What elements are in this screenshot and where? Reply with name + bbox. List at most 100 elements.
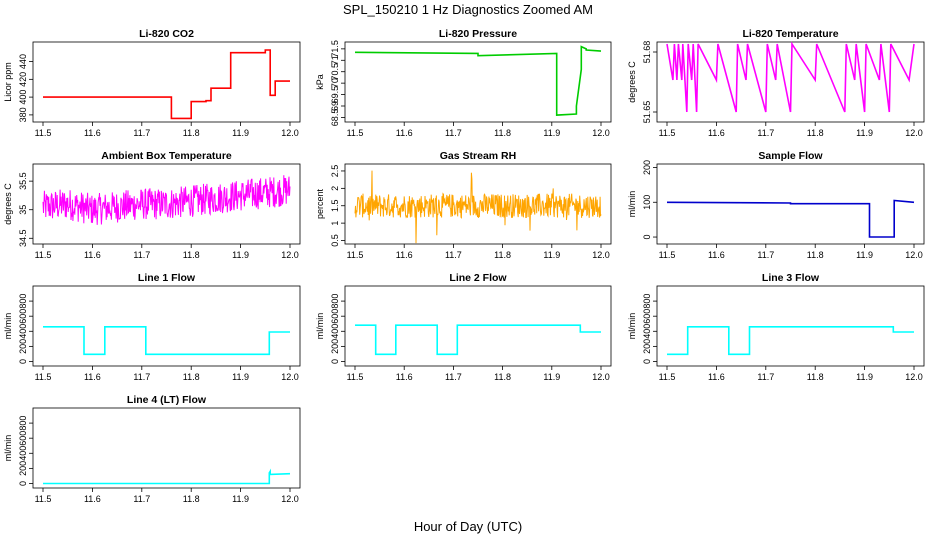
series-line	[667, 325, 914, 356]
y-tick-label: 800	[18, 416, 28, 431]
y-tick-label: 71.5	[330, 40, 340, 58]
plot-frame	[344, 163, 612, 245]
plot-frame	[656, 41, 925, 123]
panel-title: Gas Stream RH	[440, 150, 516, 162]
panel-7: Line 1 Flow ml/min 11.5 11.6 11.7 11.8 11.9 12.…	[3, 272, 301, 382]
x-tick-label: 11.5	[659, 250, 676, 260]
x-tick-label: 11.5	[347, 128, 364, 138]
y-tick-label: 0.5	[330, 234, 340, 247]
y-tick-label: 0	[642, 359, 652, 364]
y-tick-label: 600	[330, 309, 340, 324]
panel-2: Li-820 Pressure kPa 11.5 11.6 11.7 11.8 11.9 12…	[315, 28, 612, 138]
y-tick-label: 0	[642, 235, 652, 240]
panel-title: Line 1 Flow	[138, 272, 196, 284]
y-tick-label: 34.5	[18, 230, 28, 248]
y-axis-label: Licor ppm	[3, 62, 13, 102]
panel-3: Li-820 Temperature degrees C 11.5 11.6 11.7 1…	[627, 28, 925, 138]
x-tick-label: 12.0	[905, 128, 923, 138]
x-tick-label: 11.6	[84, 372, 101, 382]
x-tick-label: 11.8	[183, 494, 200, 504]
x-tick-label: 11.6	[396, 128, 413, 138]
panel-title: Li-820 CO2	[139, 28, 194, 40]
y-tick-label: 35	[18, 205, 28, 215]
panel-title: Line 4 (LT) Flow	[127, 394, 207, 406]
y-tick-label: 800	[642, 294, 652, 309]
series-line	[666, 199, 915, 238]
x-tick-label: 11.9	[856, 128, 873, 138]
y-axis-label: degrees C	[3, 183, 13, 225]
y-tick-label: 600	[18, 431, 28, 446]
panel-title: Line 2 Flow	[449, 272, 507, 284]
y-tick-label: 0	[18, 359, 28, 364]
y-tick-label: 2	[330, 186, 340, 191]
x-tick-label: 11.5	[659, 128, 676, 138]
y-tick-label: 1	[330, 221, 340, 226]
x-tick-label: 11.9	[856, 372, 873, 382]
y-axis-label: ml/min	[627, 313, 637, 340]
x-tick-label: 11.7	[133, 494, 150, 504]
y-tick-label: 70	[330, 78, 340, 88]
plot-frame	[344, 41, 612, 123]
plot-frame	[656, 285, 925, 367]
x-tick-label: 11.6	[84, 494, 101, 504]
panel-10: Line 4 (LT) Flow ml/min 11.5 11.6 11.7 11.8 11…	[3, 394, 301, 504]
panel-title: Ambient Box Temperature	[101, 150, 232, 162]
y-tick-label: 69.5	[330, 86, 340, 104]
x-tick-label: 12.0	[905, 372, 923, 382]
x-tick-label: 12.0	[905, 250, 923, 260]
x-tick-label: 11.5	[659, 372, 676, 382]
y-axis-label: ml/min	[627, 191, 637, 218]
y-tick-label: 400	[18, 446, 28, 461]
panel-6: Sample Flow ml/min 11.5 11.6 11.7 11.8 11.9 12.…	[627, 150, 925, 260]
y-tick-label: 51.65	[642, 101, 652, 124]
y-axis-label: degrees C	[627, 61, 637, 103]
x-tick-label: 11.9	[543, 372, 560, 382]
figure-x-axis-label: Hour of Day (UTC)	[414, 519, 522, 534]
y-tick-label: 400	[330, 324, 340, 339]
x-tick-label: 11.6	[708, 372, 725, 382]
x-tick-label: 11.5	[35, 372, 52, 382]
y-axis-label: percent	[315, 188, 325, 219]
y-tick-label: 100	[642, 195, 652, 210]
x-tick-label: 11.7	[445, 128, 462, 138]
y-tick-label: 200	[18, 339, 28, 354]
x-tick-label: 11.8	[183, 372, 200, 382]
y-axis-label: ml/min	[315, 313, 325, 340]
x-tick-label: 11.8	[807, 250, 824, 260]
panel-8: Line 2 Flow ml/min 11.5 11.6 11.7 11.8 11.9 12.…	[315, 272, 612, 382]
panel-title: Sample Flow	[758, 150, 823, 162]
figure-title: SPL_150210 1 Hz Diagnostics Zoomed AM	[343, 2, 593, 17]
panel-1: Li-820 CO2 Licor ppm 11.5 11.6 11.7 11.8 11.9 1…	[3, 28, 301, 138]
y-tick-label: 200	[642, 339, 652, 354]
x-tick-label: 11.8	[807, 128, 824, 138]
x-tick-label: 11.8	[494, 128, 511, 138]
x-tick-label: 11.5	[347, 250, 364, 260]
x-tick-label: 12.0	[281, 250, 299, 260]
x-tick-label: 11.6	[396, 372, 413, 382]
x-tick-label: 11.9	[232, 372, 249, 382]
y-tick-label: 200	[330, 339, 340, 354]
x-tick-label: 11.9	[232, 128, 249, 138]
x-tick-label: 12.0	[281, 372, 299, 382]
y-tick-label: 800	[330, 294, 340, 309]
x-tick-label: 11.9	[232, 250, 249, 260]
y-tick-label: 0	[330, 359, 340, 364]
y-tick-label: 380	[18, 107, 28, 122]
x-tick-label: 11.7	[445, 372, 462, 382]
panel-title: Li-820 Temperature	[742, 28, 838, 40]
y-tick-label: 600	[642, 309, 652, 324]
x-tick-label: 11.9	[543, 250, 560, 260]
series-line	[43, 325, 290, 356]
x-tick-label: 11.8	[494, 372, 511, 382]
panel-title: Li-820 Pressure	[439, 28, 517, 40]
series-line	[666, 41, 915, 113]
plot-frame	[32, 41, 301, 123]
plot-frame	[32, 407, 301, 489]
y-tick-label: 1.5	[330, 199, 340, 212]
series-line	[42, 175, 291, 225]
x-tick-label: 11.8	[494, 250, 511, 260]
x-tick-label: 11.7	[133, 372, 150, 382]
x-tick-label: 11.7	[757, 128, 774, 138]
